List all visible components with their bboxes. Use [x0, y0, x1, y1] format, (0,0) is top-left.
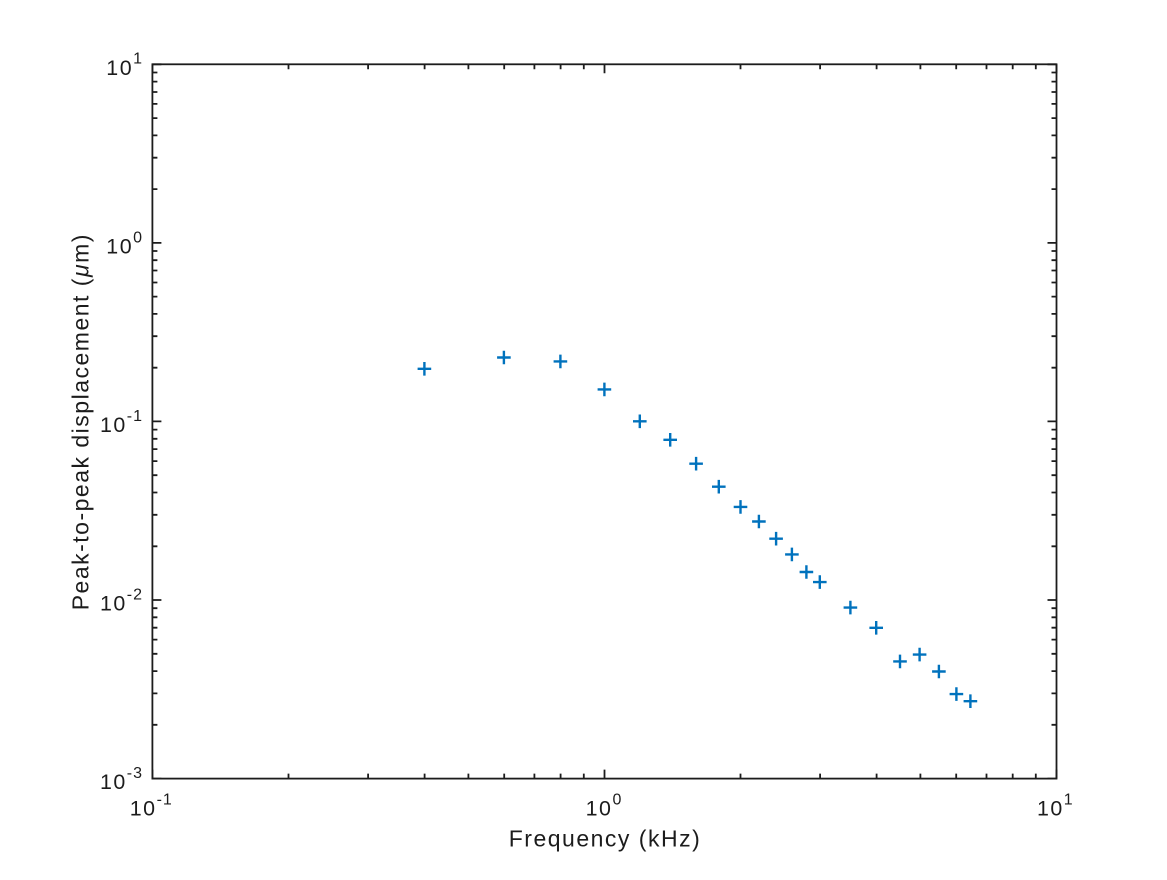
svg-text:Peak-to-peak displacement (μm): Peak-to-peak displacement (μm): [68, 233, 94, 610]
svg-text:100: 100: [106, 229, 143, 258]
svg-text:Frequency (kHz): Frequency (kHz): [509, 826, 701, 852]
